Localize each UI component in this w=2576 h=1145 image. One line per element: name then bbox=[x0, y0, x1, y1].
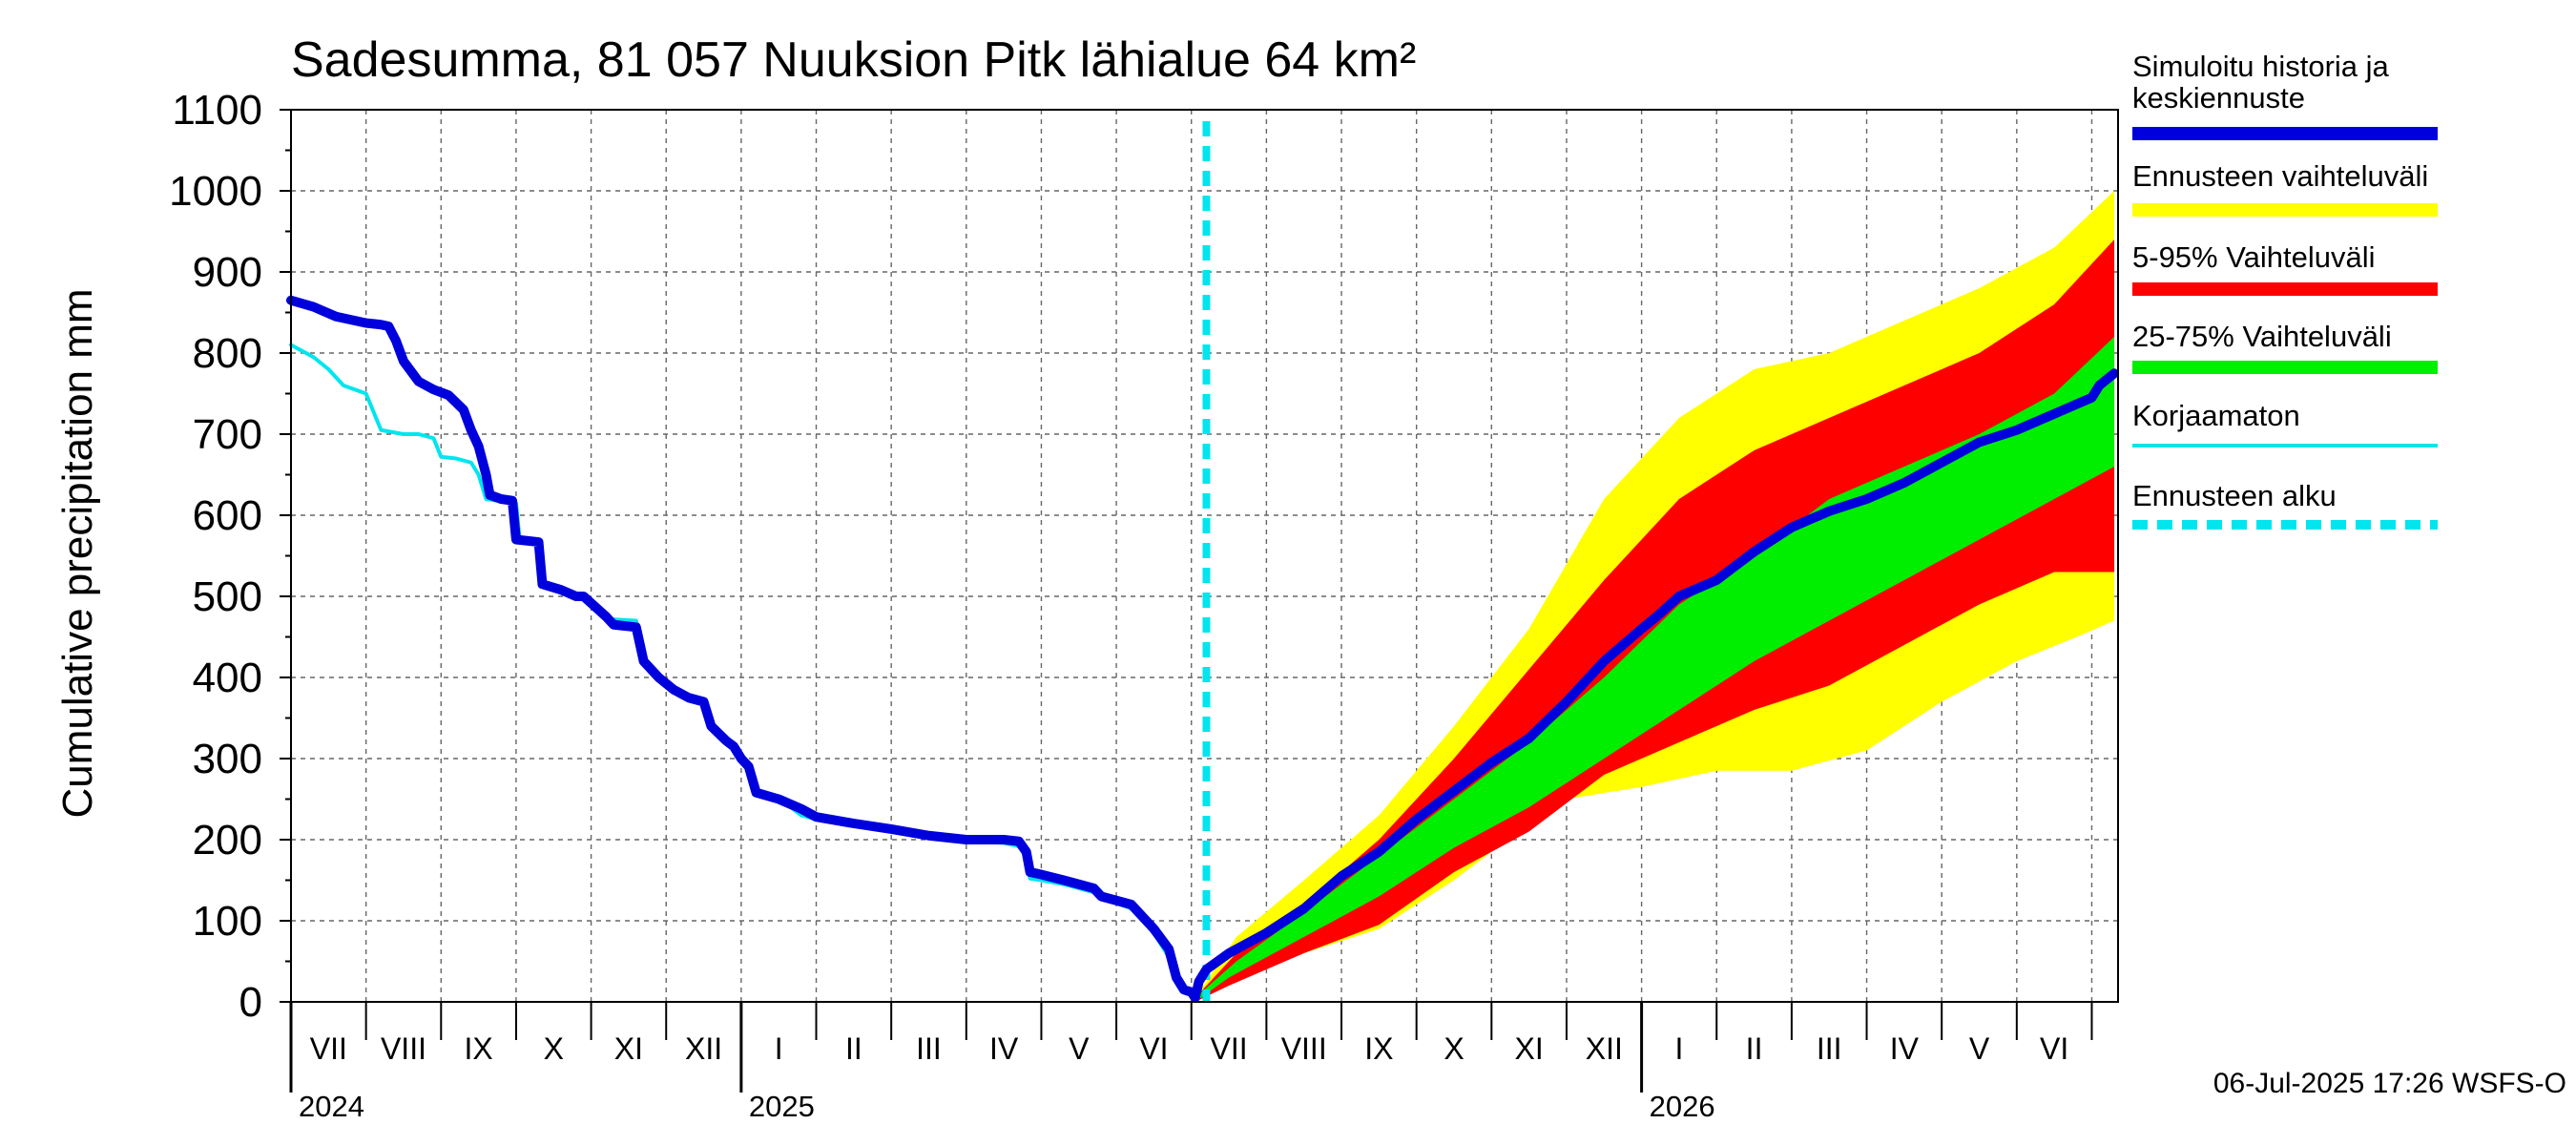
y-tick-label: 1000 bbox=[169, 168, 262, 215]
x-month-label: IV bbox=[989, 1031, 1019, 1066]
band-25-75-vaihteluv-li bbox=[1195, 337, 2115, 1002]
legend-item: 5-95% Vaihteluväli bbox=[2132, 240, 2438, 296]
x-month-label: VI bbox=[1139, 1031, 1168, 1066]
y-tick-label: 1100 bbox=[172, 87, 262, 134]
x-month-label: III bbox=[1817, 1031, 1842, 1066]
x-month-label: X bbox=[1444, 1031, 1464, 1066]
y-tick-label: 500 bbox=[193, 573, 262, 620]
x-year-label: 2024 bbox=[299, 1090, 364, 1123]
y-axis-label: Cumulative precipitation mm bbox=[54, 288, 101, 818]
x-month-label: I bbox=[775, 1031, 783, 1066]
x-month-label: VII bbox=[310, 1031, 347, 1066]
legend-label: keskiennuste bbox=[2132, 81, 2305, 114]
legend-item: Ennusteen alku bbox=[2132, 479, 2438, 530]
x-month-label: VIII bbox=[381, 1031, 426, 1066]
y-tick-label: 600 bbox=[193, 492, 262, 539]
x-month-label: VIII bbox=[1281, 1031, 1327, 1066]
x-month-label: XII bbox=[685, 1031, 722, 1066]
legend-label: Ennusteen vaihteluväli bbox=[2132, 159, 2428, 193]
chart-title: Sadesumma, 81 057 Nuuksion Pitk lähialue… bbox=[291, 32, 1416, 88]
legend-item: Korjaamaton bbox=[2132, 399, 2438, 448]
x-month-label: II bbox=[845, 1031, 862, 1066]
series-line-simuloitu-historia-ja-keskiennuste bbox=[286, 295, 2120, 1003]
y-tick-label: 0 bbox=[239, 979, 262, 1026]
x-month-label: IV bbox=[1890, 1031, 1920, 1066]
legend-label: Simuloitu historia ja bbox=[2132, 50, 2390, 83]
x-month-label: V bbox=[1969, 1031, 1990, 1066]
x-month-label: V bbox=[1069, 1031, 1090, 1066]
legend-item: 25-75% Vaihteluväli bbox=[2132, 320, 2438, 374]
x-month-label: XII bbox=[1586, 1031, 1623, 1066]
x-year-label: 2025 bbox=[749, 1090, 815, 1123]
y-tick-label: 100 bbox=[193, 898, 262, 945]
x-month-label: III bbox=[916, 1031, 942, 1066]
x-month-label: VII bbox=[1210, 1031, 1247, 1066]
legend-item: Ennusteen vaihteluväli bbox=[2132, 159, 2438, 217]
y-tick-label: 900 bbox=[193, 249, 262, 296]
x-month-label: I bbox=[1674, 1031, 1683, 1066]
legend-label: 25-75% Vaihteluväli bbox=[2132, 320, 2392, 353]
y-tick-label: 200 bbox=[193, 817, 262, 864]
x-month-label: II bbox=[1746, 1031, 1763, 1066]
y-tick-label: 400 bbox=[193, 655, 262, 701]
legend-label: 5-95% Vaihteluväli bbox=[2132, 240, 2375, 274]
y-tick-label: 300 bbox=[193, 736, 262, 782]
series-line-korjaamaton bbox=[289, 343, 1197, 998]
legend-label: Ennusteen alku bbox=[2132, 479, 2337, 512]
x-month-label: IX bbox=[1364, 1031, 1393, 1066]
x-month-label: VI bbox=[2040, 1031, 2068, 1066]
y-tick-label: 800 bbox=[193, 330, 262, 377]
x-year-label: 2026 bbox=[1650, 1090, 1715, 1123]
x-month-label: IX bbox=[464, 1031, 492, 1066]
series-lines bbox=[286, 121, 2120, 1003]
timestamp-label: 06-Jul-2025 17:26 WSFS-O bbox=[2213, 1068, 2566, 1099]
y-tick-label: 700 bbox=[193, 411, 262, 458]
x-month-label: X bbox=[544, 1031, 564, 1066]
x-axis: VII VIII IX X XI XII I II III IV V VI VII VIII IX X XI XI… bbox=[289, 1002, 2093, 1123]
x-month-label: XI bbox=[614, 1031, 643, 1066]
y-axis: 0 100 200 300 400 500 600 700 800 900 1000 1100 bbox=[169, 87, 291, 1026]
legend-label: Korjaamaton bbox=[2132, 399, 2300, 432]
x-month-label: XI bbox=[1515, 1031, 1544, 1066]
